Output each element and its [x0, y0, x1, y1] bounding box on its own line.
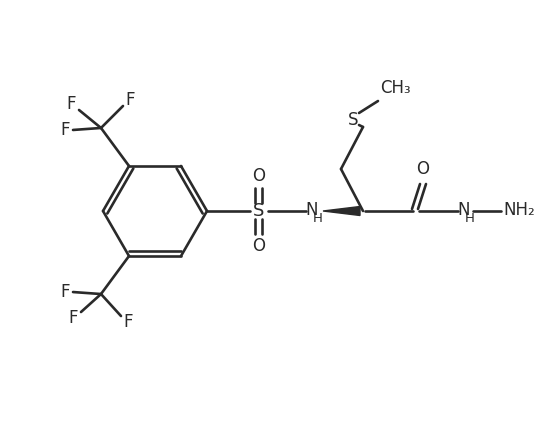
Polygon shape — [323, 206, 360, 216]
Text: H: H — [313, 211, 323, 225]
Text: F: F — [60, 283, 70, 301]
Text: H: H — [465, 211, 475, 225]
Text: S: S — [348, 111, 358, 129]
Text: F: F — [123, 313, 133, 331]
Text: O: O — [416, 160, 430, 178]
Text: F: F — [125, 91, 135, 109]
Text: CH₃: CH₃ — [379, 79, 410, 97]
Text: F: F — [68, 309, 78, 327]
Text: F: F — [60, 121, 70, 139]
Text: F: F — [66, 95, 76, 113]
Text: S: S — [254, 202, 265, 220]
Text: N: N — [306, 201, 318, 219]
Text: O: O — [252, 167, 266, 185]
Text: NH₂: NH₂ — [503, 201, 535, 219]
Text: O: O — [252, 237, 266, 255]
Text: N: N — [458, 201, 470, 219]
